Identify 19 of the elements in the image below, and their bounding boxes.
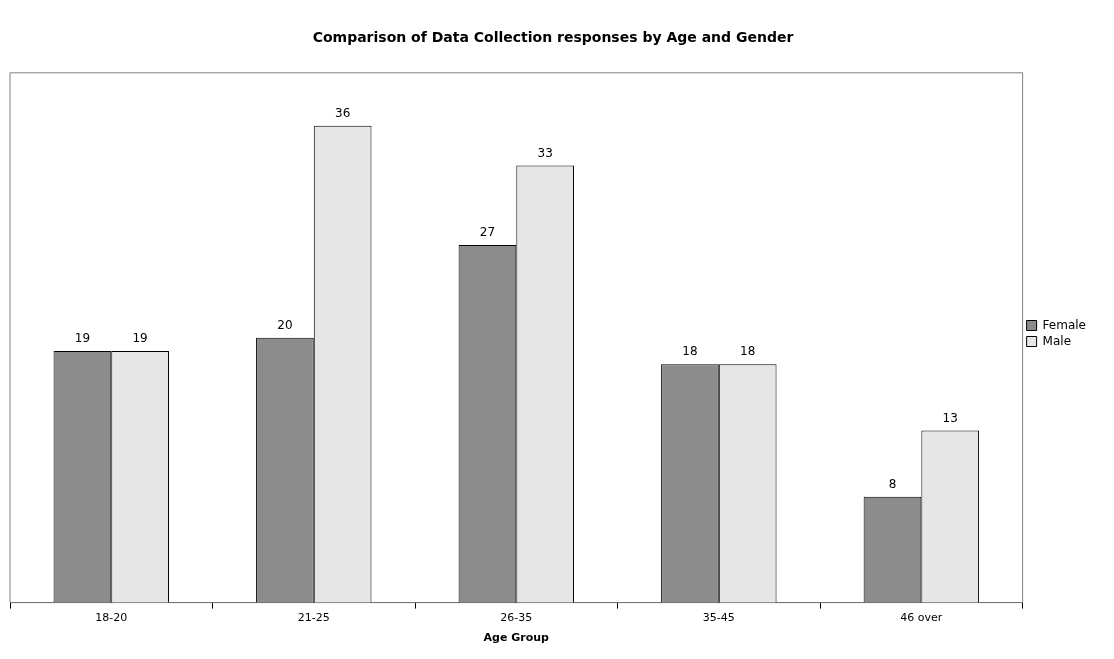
data-label: 8 [888, 476, 897, 491]
legend-label: Female [1042, 317, 1086, 332]
data-label: 13 [942, 410, 958, 425]
data-label: 33 [537, 145, 553, 160]
data-label: 36 [335, 105, 351, 120]
chart-title: Comparison of Data Collection responses by Age and Gender [312, 29, 794, 46]
x-tick-label: 35-45 [702, 611, 735, 625]
data-label: 19 [74, 331, 91, 346]
x-tick-label: 46 over [900, 611, 943, 625]
x-tick-label: 21-25 [297, 611, 330, 625]
x-tick-label: 18-20 [95, 611, 128, 625]
x-tick-label: 26-35 [500, 611, 533, 625]
data-label: 19 [132, 331, 148, 346]
legend-label: Male [1042, 333, 1072, 348]
data-label: 20 [277, 317, 293, 332]
data-label: 27 [479, 225, 496, 240]
x-axis-title: Age Group [483, 631, 550, 645]
data-label: 18 [740, 344, 756, 359]
data-label: 18 [682, 344, 698, 359]
